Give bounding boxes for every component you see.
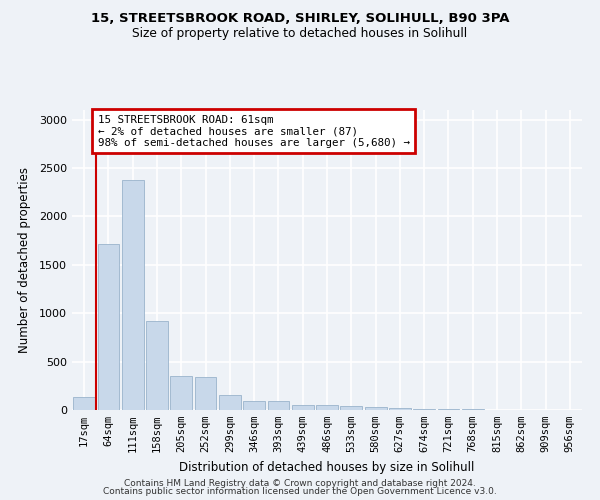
Bar xyxy=(219,394,241,410)
Bar xyxy=(340,406,362,410)
Text: Contains HM Land Registry data © Crown copyright and database right 2024.: Contains HM Land Registry data © Crown c… xyxy=(124,478,476,488)
X-axis label: Distribution of detached houses by size in Solihull: Distribution of detached houses by size … xyxy=(179,460,475,473)
Y-axis label: Number of detached properties: Number of detached properties xyxy=(17,167,31,353)
Bar xyxy=(194,377,217,410)
Bar xyxy=(268,402,289,410)
Text: 15 STREETSBROOK ROAD: 61sqm
← 2% of detached houses are smaller (87)
98% of semi: 15 STREETSBROOK ROAD: 61sqm ← 2% of deta… xyxy=(97,115,409,148)
Bar xyxy=(413,408,435,410)
Text: Size of property relative to detached houses in Solihull: Size of property relative to detached ho… xyxy=(133,28,467,40)
Bar xyxy=(365,407,386,410)
Text: Contains public sector information licensed under the Open Government Licence v3: Contains public sector information licen… xyxy=(103,487,497,496)
Bar xyxy=(389,408,411,410)
Bar xyxy=(170,376,192,410)
Bar xyxy=(122,180,143,410)
Bar xyxy=(316,404,338,410)
Bar xyxy=(437,409,460,410)
Bar xyxy=(292,404,314,410)
Bar xyxy=(97,244,119,410)
Bar xyxy=(243,402,265,410)
Text: 15, STREETSBROOK ROAD, SHIRLEY, SOLIHULL, B90 3PA: 15, STREETSBROOK ROAD, SHIRLEY, SOLIHULL… xyxy=(91,12,509,26)
Bar xyxy=(146,321,168,410)
Bar xyxy=(73,398,95,410)
